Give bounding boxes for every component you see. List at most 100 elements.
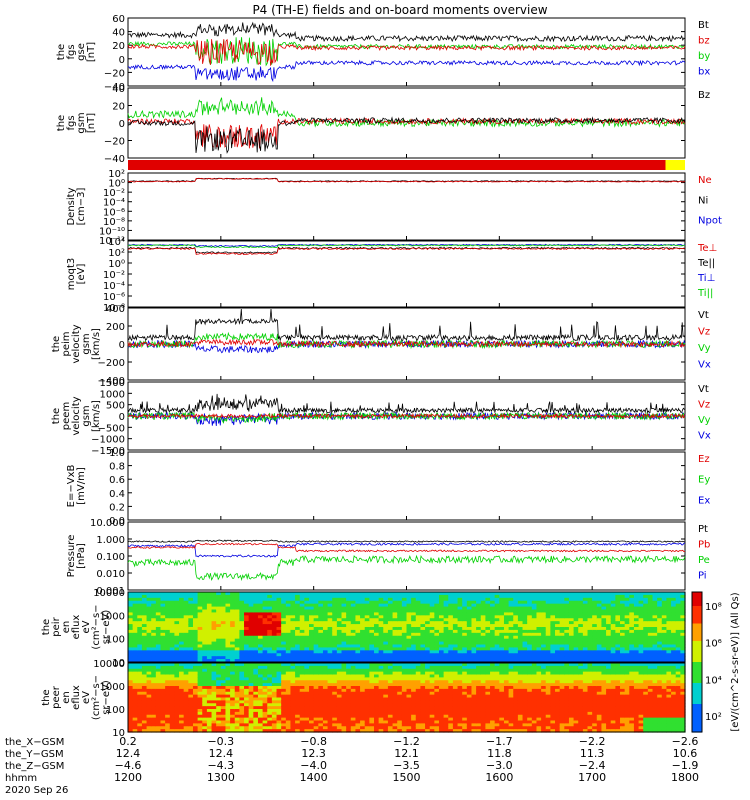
- spectrogram-cell: [350, 647, 357, 651]
- spectrogram-cell: [132, 603, 138, 608]
- spectrogram-cell: [183, 656, 189, 660]
- spectrogram-cell: [248, 594, 254, 599]
- spectrogram-cell: [299, 694, 305, 699]
- spectrogram-cell: [452, 723, 459, 727]
- spectrogram-cell: [220, 597, 227, 602]
- spectrogram-cell: [169, 644, 176, 649]
- spectrogram-cell: [480, 612, 487, 616]
- spectrogram-cell: [174, 680, 180, 684]
- spectrogram-cell: [429, 597, 435, 602]
- spectrogram-cell: [429, 592, 435, 596]
- y-tick-label: 10⁻⁸: [103, 303, 125, 314]
- spectrogram-cell: [155, 659, 162, 663]
- spectrogram-cell: [425, 703, 431, 707]
- spectrogram-cell: [666, 615, 672, 619]
- spectrogram-cell: [374, 647, 380, 651]
- spectrogram-cell: [318, 659, 324, 663]
- spectrogram-cell: [578, 638, 584, 643]
- spectrogram-cell: [601, 603, 607, 608]
- spectrogram-cell: [568, 609, 575, 614]
- spectrogram-cell: [383, 683, 389, 687]
- spectrogram-cell: [336, 674, 343, 678]
- spectrogram-cell: [188, 609, 194, 614]
- spectrogram-cell: [188, 592, 194, 596]
- spectrogram-cell: [527, 638, 533, 643]
- spectrogram-cell: [513, 612, 519, 616]
- spectrogram-cell: [364, 606, 370, 611]
- spectrogram-cell: [536, 650, 542, 654]
- spectrogram-cell: [508, 606, 514, 611]
- spectrogram-cell: [165, 691, 171, 696]
- series-Pe: [127, 554, 686, 582]
- spectrogram-cell: [322, 680, 329, 684]
- spectrogram-cell: [499, 600, 505, 605]
- spectrogram-cell: [350, 683, 357, 687]
- spectrogram-cell: [438, 609, 445, 614]
- spectrogram-cell: [313, 703, 319, 707]
- spectrogram-cell: [671, 644, 677, 649]
- y-axis-label-line: peim: [61, 331, 72, 356]
- spectrogram-cell: [606, 612, 612, 616]
- spectrogram-cell: [406, 592, 412, 596]
- spectrogram-cell: [216, 700, 222, 704]
- spectrogram-cell: [531, 621, 538, 625]
- spectrogram-cell: [578, 597, 584, 602]
- spectrogram-cell: [573, 644, 579, 649]
- spectrogram-cell: [624, 592, 630, 596]
- spectrogram-cell: [188, 720, 194, 724]
- spectrogram-cell: [471, 597, 477, 602]
- spectrogram-cell: [671, 641, 677, 646]
- y-axis-label: the peir en eflux eV (cm²−s− sr−eV): [41, 604, 112, 649]
- spectrogram-cell: [462, 612, 468, 616]
- spectrogram-cell: [322, 714, 329, 719]
- spectrogram-cell: [415, 680, 422, 684]
- spectrogram-cell: [174, 644, 180, 649]
- spectrogram-cell: [262, 618, 268, 622]
- spectrogram-cell: [466, 603, 473, 608]
- spectrogram-cell: [434, 677, 440, 681]
- y-axis-label: E=−VxB [mV/m]: [66, 465, 87, 508]
- spectrogram-cell: [392, 711, 398, 716]
- spectrogram-cell: [624, 606, 630, 611]
- spectrogram-cell: [216, 609, 222, 614]
- spectrogram-cell: [192, 717, 199, 722]
- spectrogram-cell: [244, 729, 250, 733]
- spectrogram-cell: [527, 632, 533, 637]
- spectrogram-cell: [568, 600, 575, 605]
- spectrogram-cell: [392, 729, 398, 733]
- spectrogram-cell: [420, 686, 426, 690]
- spectrogram-cell: [216, 668, 222, 673]
- spectrogram-cell: [169, 709, 176, 713]
- spectrogram-cell: [522, 594, 528, 599]
- spectrogram-cell: [568, 638, 575, 643]
- spectrogram-cell: [202, 600, 208, 605]
- spectrogram-cell: [146, 641, 152, 646]
- spectrogram-cell: [332, 726, 338, 730]
- spectrogram-cell: [443, 592, 449, 596]
- spectrogram-cell: [327, 597, 333, 602]
- y-tick-label: 1000: [100, 682, 125, 693]
- spectrogram-cell: [341, 691, 347, 696]
- spectrogram-cell: [587, 641, 593, 646]
- spectrogram-cell: [141, 726, 148, 730]
- spectrogram-cell: [438, 671, 445, 676]
- spectrogram-cell: [253, 615, 259, 619]
- spectrogram-cell: [397, 729, 403, 733]
- spectrogram-cell: [281, 612, 287, 616]
- spectrogram-cell: [429, 638, 435, 643]
- spectrogram-cell: [647, 632, 654, 637]
- spectrogram-cell: [457, 711, 463, 716]
- spectrogram-cell: [179, 691, 185, 696]
- spectrogram-cell: [615, 615, 621, 619]
- spectrogram-cell: [406, 671, 412, 676]
- spectrogram-cell: [355, 668, 361, 673]
- spectrogram-cell: [457, 703, 463, 707]
- spectrogram-cell: [183, 700, 189, 704]
- spectrogram-cell: [550, 641, 556, 646]
- spectrogram-cell: [387, 624, 394, 628]
- spectrogram-cell: [211, 603, 217, 608]
- spectrogram-cell: [503, 600, 510, 605]
- spectrogram-cell: [383, 714, 389, 719]
- spectrogram-cell: [188, 683, 194, 687]
- spectrogram-cell: [462, 659, 468, 663]
